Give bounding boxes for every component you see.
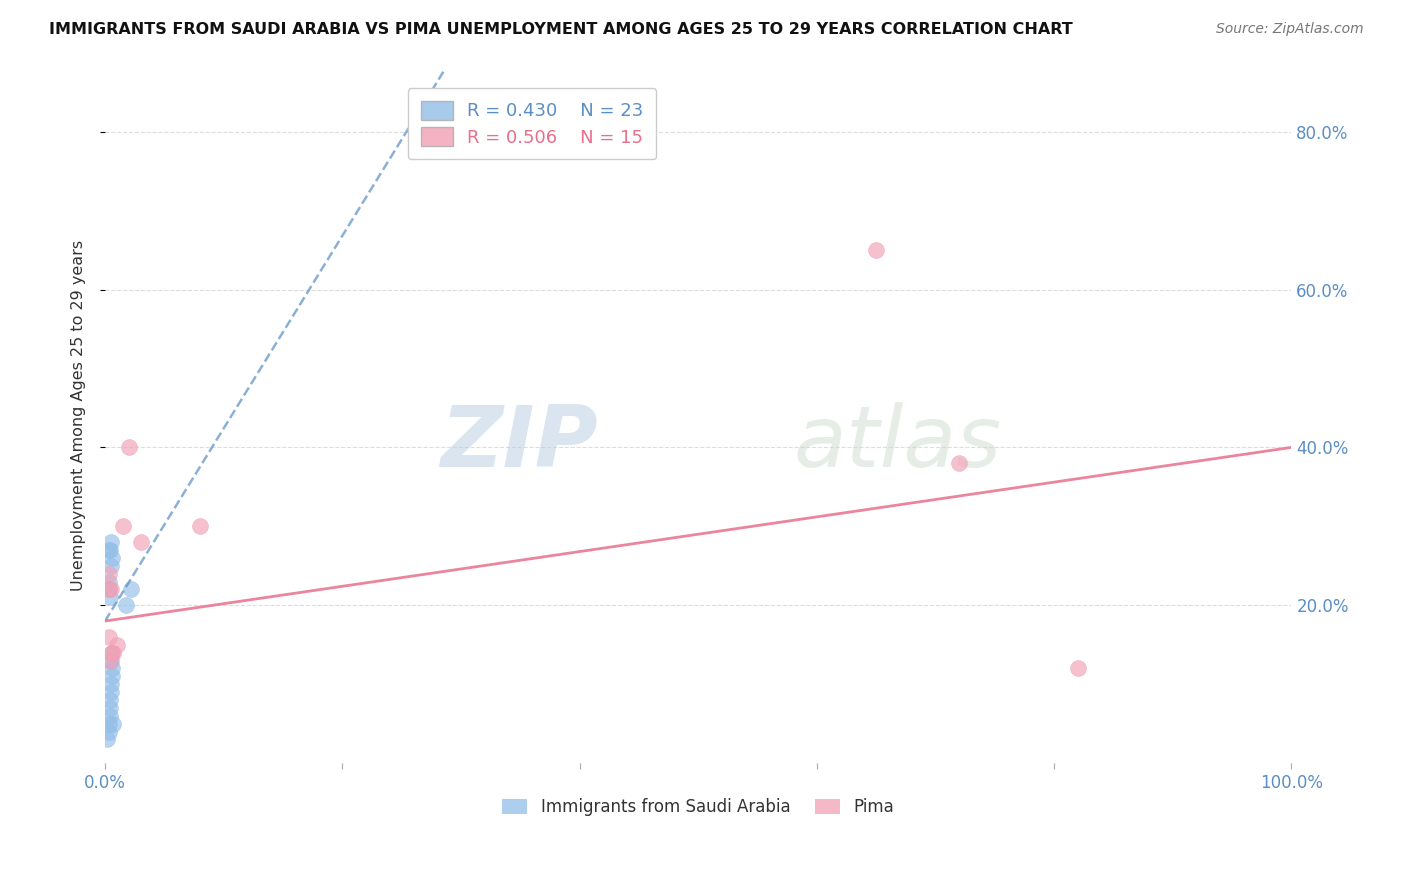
Point (105, 638, 128, 652)
Point (97, 716, 120, 731)
Point (100, 535, 122, 549)
Legend: Immigrants from Saudi Arabia, Pima: Immigrants from Saudi Arabia, Pima (494, 789, 903, 824)
Point (1067, 661, 1090, 675)
Point (100, 685, 122, 699)
Point (115, 599, 138, 613)
Point (100, 677, 122, 691)
Point (118, 441, 141, 455)
Point (103, 646, 125, 660)
Y-axis label: Unemployment Among Ages 25 to 29 years: Unemployment Among Ages 25 to 29 years (72, 240, 86, 591)
Text: Source: ZipAtlas.com: Source: ZipAtlas.com (1216, 22, 1364, 37)
Point (97, 543, 120, 558)
Point (97, 724, 120, 739)
Text: ZIP: ZIP (440, 402, 598, 485)
Point (188, 519, 211, 533)
Point (129, 535, 152, 549)
Point (98, 701, 121, 715)
Point (100, 646, 122, 660)
Point (103, 716, 125, 731)
Point (101, 646, 124, 660)
Point (101, 669, 124, 683)
Point (97, 630, 120, 644)
Point (97, 582, 120, 597)
Point (100, 558, 122, 573)
Point (96, 732, 118, 747)
Point (865, 243, 887, 257)
Point (98, 591, 121, 605)
Text: IMMIGRANTS FROM SAUDI ARABIA VS PIMA UNEMPLOYMENT AMONG AGES 25 TO 29 YEARS CORR: IMMIGRANTS FROM SAUDI ARABIA VS PIMA UNE… (49, 22, 1073, 37)
Point (100, 653, 122, 667)
Point (111, 519, 134, 533)
Point (101, 550, 124, 565)
Point (97, 574, 120, 589)
Point (98, 543, 121, 558)
Point (97, 566, 120, 581)
Point (97, 582, 120, 597)
Point (98, 708, 121, 723)
Point (948, 456, 970, 470)
Point (98, 693, 121, 707)
Point (98, 653, 121, 667)
Text: atlas: atlas (793, 402, 1001, 485)
Point (100, 582, 122, 597)
Point (101, 661, 124, 675)
Point (120, 582, 142, 597)
